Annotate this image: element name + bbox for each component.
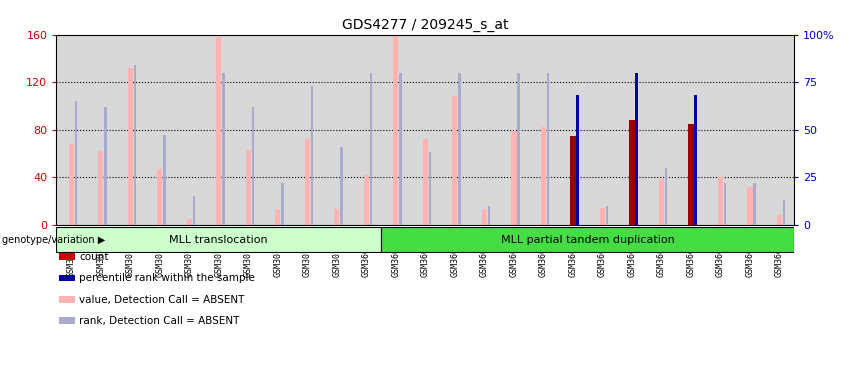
Text: genotype/variation ▶: genotype/variation ▶	[2, 235, 105, 245]
Text: MLL translocation: MLL translocation	[169, 235, 268, 245]
Text: count: count	[79, 252, 108, 262]
Bar	[399, 73, 402, 225]
Bar	[222, 73, 225, 225]
Bar	[174, 35, 204, 225]
Bar	[86, 35, 115, 225]
Bar	[541, 127, 546, 225]
Bar	[629, 120, 635, 225]
Bar	[724, 183, 727, 225]
Bar	[511, 131, 516, 225]
Bar	[233, 35, 263, 225]
Bar	[334, 209, 339, 225]
Bar	[187, 219, 192, 225]
Bar	[676, 35, 706, 225]
Bar	[145, 35, 174, 225]
Bar	[600, 208, 605, 225]
Bar	[393, 35, 398, 225]
Bar	[452, 96, 457, 225]
Bar	[252, 107, 254, 225]
Bar	[246, 150, 251, 225]
Bar	[381, 35, 411, 225]
Bar	[588, 35, 617, 225]
Bar	[69, 144, 74, 225]
Bar	[482, 209, 487, 225]
Bar	[547, 73, 549, 225]
Bar	[163, 135, 166, 225]
Bar	[293, 35, 322, 225]
Bar	[688, 124, 694, 225]
Bar	[364, 175, 369, 225]
Text: MLL partial tandem duplication: MLL partial tandem duplication	[501, 235, 674, 245]
Bar	[694, 95, 697, 225]
Bar	[570, 136, 575, 225]
Bar	[647, 35, 676, 225]
Bar	[529, 35, 558, 225]
Bar	[629, 210, 635, 225]
Bar	[617, 35, 647, 225]
Bar	[499, 35, 529, 225]
Bar	[777, 215, 782, 225]
Bar	[381, 227, 794, 252]
Bar	[322, 35, 352, 225]
Bar	[204, 35, 233, 225]
Bar	[576, 206, 579, 225]
Bar	[75, 101, 77, 225]
Bar	[753, 183, 756, 225]
Bar	[56, 227, 381, 252]
Bar	[429, 152, 431, 225]
Bar	[128, 68, 133, 225]
Bar	[423, 139, 428, 225]
Bar	[275, 209, 280, 225]
Bar	[352, 35, 381, 225]
Bar	[311, 86, 313, 225]
Bar	[694, 95, 697, 225]
Bar	[576, 95, 579, 225]
Bar	[570, 216, 575, 225]
Bar	[688, 215, 694, 225]
Bar	[104, 107, 107, 225]
Title: GDS4277 / 209245_s_at: GDS4277 / 209245_s_at	[342, 18, 509, 32]
Bar	[440, 35, 470, 225]
Bar	[193, 196, 195, 225]
Bar	[635, 124, 638, 225]
Text: rank, Detection Call = ABSENT: rank, Detection Call = ABSENT	[79, 316, 240, 326]
Text: value, Detection Call = ABSENT: value, Detection Call = ABSENT	[79, 295, 245, 305]
Bar	[606, 206, 608, 225]
Bar	[718, 177, 723, 225]
Bar	[765, 35, 794, 225]
Bar	[747, 187, 753, 225]
Bar	[157, 169, 162, 225]
Bar	[98, 151, 103, 225]
Bar	[488, 206, 490, 225]
Bar	[305, 139, 310, 225]
Bar	[115, 35, 145, 225]
Bar	[706, 35, 735, 225]
Bar	[263, 35, 293, 225]
Bar	[470, 35, 499, 225]
Bar	[558, 35, 588, 225]
Text: percentile rank within the sample: percentile rank within the sample	[79, 273, 255, 283]
Bar	[517, 73, 520, 225]
Bar	[411, 35, 440, 225]
Bar	[281, 183, 284, 225]
Bar	[659, 179, 664, 225]
Bar	[216, 37, 221, 225]
Bar	[458, 73, 461, 225]
Bar	[56, 35, 86, 225]
Bar	[635, 73, 638, 225]
Bar	[783, 200, 786, 225]
Bar	[735, 35, 765, 225]
Bar	[340, 147, 343, 225]
Bar	[370, 73, 372, 225]
Bar	[134, 65, 136, 225]
Bar	[665, 168, 667, 225]
